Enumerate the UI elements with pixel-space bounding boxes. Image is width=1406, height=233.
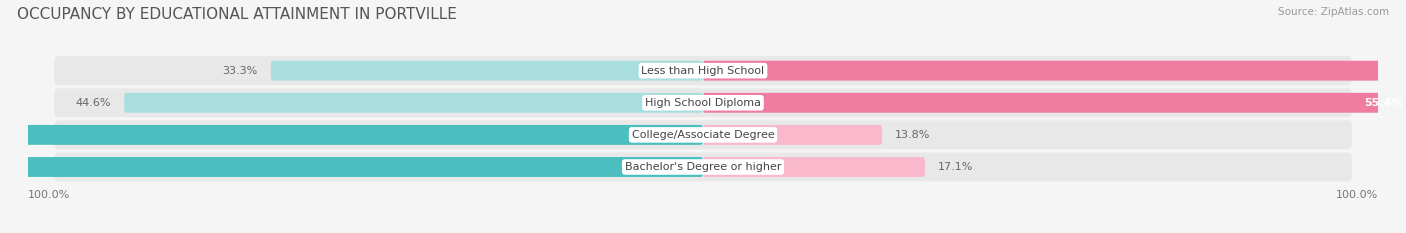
Text: 44.6%: 44.6% <box>76 98 111 108</box>
Text: 33.3%: 33.3% <box>222 66 257 76</box>
FancyBboxPatch shape <box>53 56 1353 85</box>
FancyBboxPatch shape <box>53 120 1353 149</box>
Text: High School Diploma: High School Diploma <box>645 98 761 108</box>
Text: 100.0%: 100.0% <box>1336 190 1378 200</box>
Text: 55.4%: 55.4% <box>1364 98 1403 108</box>
FancyBboxPatch shape <box>271 61 703 81</box>
Text: OCCUPANCY BY EDUCATIONAL ATTAINMENT IN PORTVILLE: OCCUPANCY BY EDUCATIONAL ATTAINMENT IN P… <box>17 7 457 22</box>
Text: 17.1%: 17.1% <box>938 162 973 172</box>
FancyBboxPatch shape <box>703 93 1406 113</box>
FancyBboxPatch shape <box>0 157 703 177</box>
Text: Source: ZipAtlas.com: Source: ZipAtlas.com <box>1278 7 1389 17</box>
FancyBboxPatch shape <box>124 93 703 113</box>
FancyBboxPatch shape <box>703 125 882 145</box>
Text: 100.0%: 100.0% <box>28 190 70 200</box>
FancyBboxPatch shape <box>53 153 1353 182</box>
Text: 13.8%: 13.8% <box>896 130 931 140</box>
FancyBboxPatch shape <box>53 88 1353 117</box>
FancyBboxPatch shape <box>0 125 703 145</box>
FancyBboxPatch shape <box>703 61 1406 81</box>
Text: College/Associate Degree: College/Associate Degree <box>631 130 775 140</box>
Text: Less than High School: Less than High School <box>641 66 765 76</box>
FancyBboxPatch shape <box>703 157 925 177</box>
Text: Bachelor's Degree or higher: Bachelor's Degree or higher <box>624 162 782 172</box>
